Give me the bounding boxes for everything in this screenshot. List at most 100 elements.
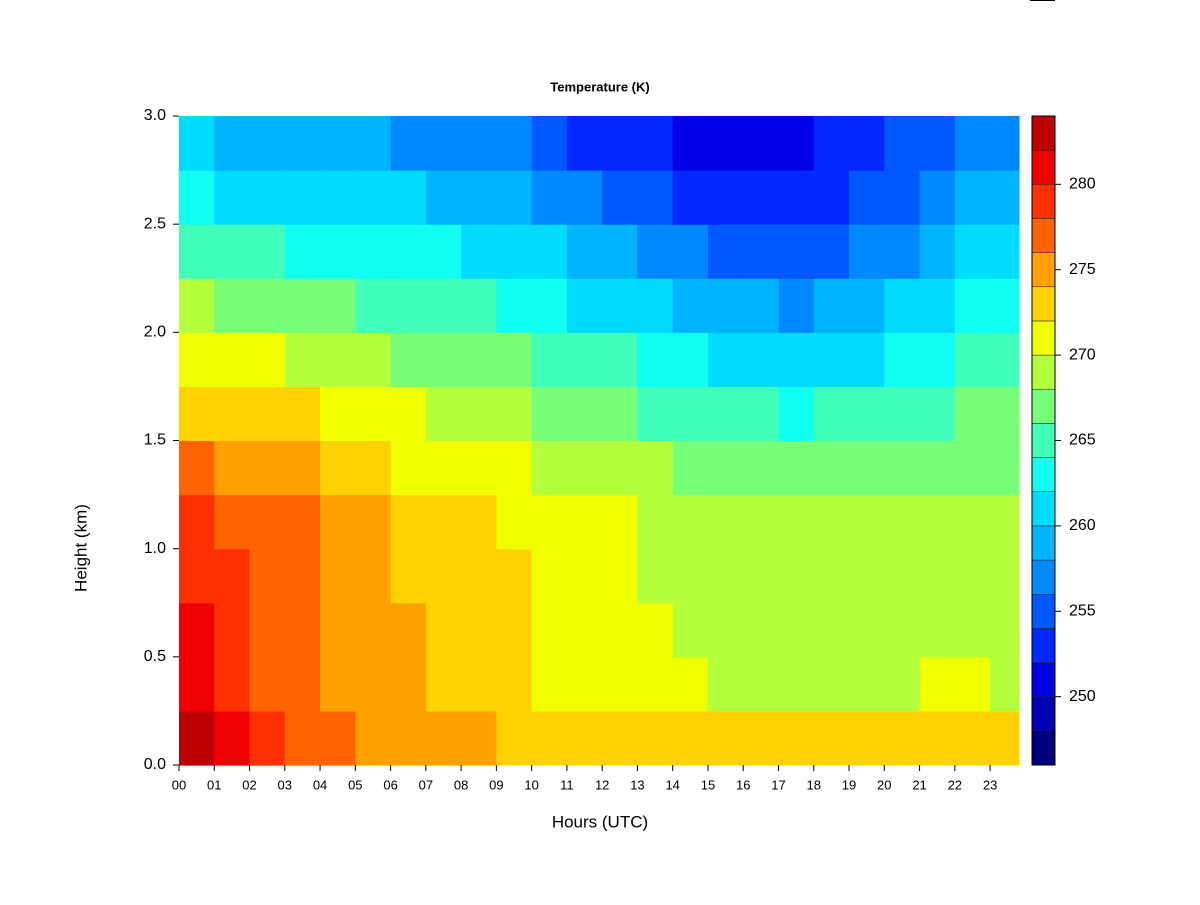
colorbar-band [1031, 730, 1056, 766]
heat-cell [672, 656, 709, 712]
heat-cell [284, 494, 321, 550]
heat-cell [531, 656, 568, 712]
heat-cell [320, 494, 356, 550]
heat-cell [284, 332, 321, 388]
heat-cell [284, 224, 321, 279]
heat-cell [743, 602, 780, 658]
heat-cell [425, 602, 462, 658]
heat-cell [320, 278, 356, 333]
heat-cell [778, 224, 815, 279]
y-axis-label: Height (km) [71, 504, 90, 592]
heat-cell [249, 386, 286, 442]
heat-cell [566, 494, 603, 550]
heat-cell [496, 386, 533, 442]
heat-cell [743, 278, 780, 333]
heat-cell [390, 710, 427, 766]
heat-cell [990, 602, 1020, 658]
heat-cell [355, 170, 392, 225]
heat-cell [566, 710, 603, 766]
heat-cell [602, 170, 639, 225]
heat-cell [214, 602, 251, 658]
colorbar-band [1031, 252, 1056, 288]
heat-cell [884, 224, 921, 279]
heat-cell [813, 656, 850, 712]
heat-cell [249, 278, 286, 333]
heat-cell [707, 332, 744, 388]
x-tick-label: 01 [207, 777, 221, 792]
heat-cell [849, 494, 885, 550]
heat-cell [531, 386, 568, 442]
heat-cell [813, 278, 850, 333]
heat-cell [849, 170, 885, 225]
heat-cell [849, 548, 885, 604]
heat-cell [743, 440, 780, 496]
heat-cell [214, 710, 251, 766]
heat-cell [390, 602, 427, 658]
y-tick-label: 0.0 [144, 756, 166, 773]
heat-cell [461, 602, 497, 658]
heat-cell [214, 278, 251, 333]
heat-cell [531, 602, 568, 658]
y-tick-label: 2.5 [144, 215, 166, 232]
x-tick-label: 13 [630, 777, 644, 792]
heat-cell [214, 116, 251, 171]
heat-cell [813, 602, 850, 658]
heat-cell [919, 116, 956, 171]
x-tick-label: 11 [560, 777, 574, 792]
heat-cell [707, 386, 744, 442]
heat-cell [637, 710, 674, 766]
heat-cell [390, 170, 427, 225]
x-tick-label: 03 [278, 777, 292, 792]
heat-cell [179, 278, 215, 333]
heat-cell [214, 494, 251, 550]
heat-cell [214, 386, 251, 442]
heat-cell [531, 548, 568, 604]
heat-cell [707, 602, 744, 658]
x-tick-label: 08 [454, 777, 468, 792]
x-tick-label: 09 [489, 777, 503, 792]
heat-cell [496, 224, 533, 279]
heat-cell [179, 548, 215, 604]
heat-cell [390, 656, 427, 712]
heat-cell [355, 602, 392, 658]
heat-cell [602, 116, 639, 171]
heat-cell [919, 440, 956, 496]
heat-cell [707, 656, 744, 712]
heat-cell [954, 494, 991, 550]
heat-cell [496, 332, 533, 388]
heat-cell [284, 116, 321, 171]
heat-cell [813, 332, 850, 388]
x-tick-label: 19 [842, 777, 856, 792]
heat-cell [743, 494, 780, 550]
heat-cell [919, 278, 956, 333]
heat-cell [496, 494, 533, 550]
heat-cell [355, 440, 392, 496]
heat-cell [813, 224, 850, 279]
y-tick-label: 2.0 [144, 324, 166, 341]
x-tick-label: 18 [807, 777, 821, 792]
heat-cell [990, 710, 1020, 766]
colorbar-tick-label: 255 [1069, 603, 1096, 620]
heat-cell [672, 602, 709, 658]
heat-cell [884, 602, 921, 658]
heat-cell [355, 710, 392, 766]
heat-cell [390, 116, 427, 171]
colorbar-band [1031, 662, 1056, 697]
x-tick-label: 04 [313, 777, 327, 792]
heat-cell [778, 332, 815, 388]
heat-cell [849, 440, 885, 496]
heat-cell [849, 278, 885, 333]
heat-cell [214, 332, 251, 388]
heat-cell [425, 386, 462, 442]
heat-cell [813, 548, 850, 604]
colorbar-band [1031, 696, 1056, 732]
heat-cell [425, 278, 462, 333]
heat-cell [813, 710, 850, 766]
heat-cell [566, 116, 603, 171]
heat-cell [214, 548, 251, 604]
colorbar-band [1031, 593, 1056, 629]
colorbar-band [1031, 184, 1056, 219]
heat-cell [249, 170, 286, 225]
heat-cell [813, 170, 850, 225]
heat-cell [461, 116, 497, 171]
